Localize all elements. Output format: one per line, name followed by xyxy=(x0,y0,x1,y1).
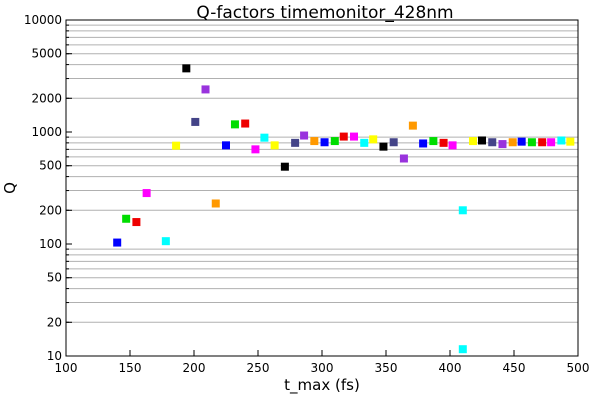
y-tick-label: 500 xyxy=(39,159,62,173)
data-point xyxy=(191,117,200,126)
data-point xyxy=(230,120,239,129)
data-point xyxy=(439,138,448,147)
x-tick-label: 450 xyxy=(503,361,526,375)
data-point xyxy=(458,345,467,354)
data-point xyxy=(508,138,517,147)
data-point xyxy=(469,137,478,146)
data-point xyxy=(566,137,575,146)
x-tick-label: 150 xyxy=(119,361,142,375)
data-point xyxy=(389,138,398,147)
data-point xyxy=(260,133,269,142)
data-point xyxy=(132,218,141,227)
data-point xyxy=(241,119,250,128)
y-tick-label: 2000 xyxy=(31,91,62,105)
plot-frame xyxy=(65,19,579,357)
x-tick-label: 500 xyxy=(567,361,590,375)
y-tick-label: 200 xyxy=(39,203,62,217)
y-tick-label: 10 xyxy=(47,349,62,363)
data-point xyxy=(557,136,566,145)
data-point xyxy=(350,132,358,141)
x-tick-label: 350 xyxy=(375,361,398,375)
x-tick-label: 300 xyxy=(311,361,334,375)
data-point xyxy=(339,132,348,141)
data-point xyxy=(222,141,230,150)
data-point xyxy=(527,138,536,147)
data-point xyxy=(211,199,220,208)
x-tick-label: 250 xyxy=(247,361,270,375)
y-axis-ticks: 10 20 50 100 200 500 1000 2000 5000 10000 xyxy=(24,13,72,363)
data-point xyxy=(399,154,408,163)
data-point xyxy=(458,206,467,215)
data-point xyxy=(201,85,210,94)
data-point xyxy=(270,141,279,150)
data-point xyxy=(360,138,369,147)
data-point xyxy=(310,137,319,146)
y-axis-label: Q xyxy=(1,182,19,194)
data-point xyxy=(408,121,417,130)
data-point xyxy=(488,138,497,147)
data-point xyxy=(122,214,131,223)
data-point xyxy=(172,141,181,150)
chart-title: Q-factors timemonitor_428nm xyxy=(196,3,453,23)
x-tick-label: 200 xyxy=(183,361,206,375)
x-axis-label: t_max (fs) xyxy=(284,376,360,395)
data-point xyxy=(291,138,300,147)
data-point xyxy=(330,137,339,146)
data-point xyxy=(113,238,122,247)
data-points xyxy=(113,64,575,354)
data-point xyxy=(547,138,556,147)
data-point xyxy=(320,138,329,147)
data-point xyxy=(251,145,260,154)
data-point xyxy=(280,162,289,171)
x-axis-ticks: 100 150 200 250 300 350 400 450 500 xyxy=(55,350,590,375)
y-tick-label: 1000 xyxy=(31,125,62,139)
x-tick-label: 100 xyxy=(55,361,78,375)
data-point xyxy=(429,137,438,146)
data-point xyxy=(182,64,191,73)
y-tick-label: 5000 xyxy=(31,47,62,61)
data-point xyxy=(498,140,507,149)
y-tick-label: 20 xyxy=(47,315,62,329)
data-point xyxy=(369,135,378,144)
grid xyxy=(66,24,578,323)
data-point xyxy=(538,138,547,147)
data-point xyxy=(142,189,151,198)
data-point xyxy=(300,131,309,140)
x-tick-label: 400 xyxy=(439,361,462,375)
y-tick-label: 10000 xyxy=(24,13,62,27)
data-point xyxy=(419,139,428,148)
y-tick-label: 100 xyxy=(39,237,62,251)
data-point xyxy=(161,237,170,246)
data-point xyxy=(448,141,457,150)
data-point xyxy=(517,137,526,146)
y-tick-label: 50 xyxy=(47,271,62,285)
data-point xyxy=(379,142,388,151)
data-point xyxy=(478,136,486,145)
